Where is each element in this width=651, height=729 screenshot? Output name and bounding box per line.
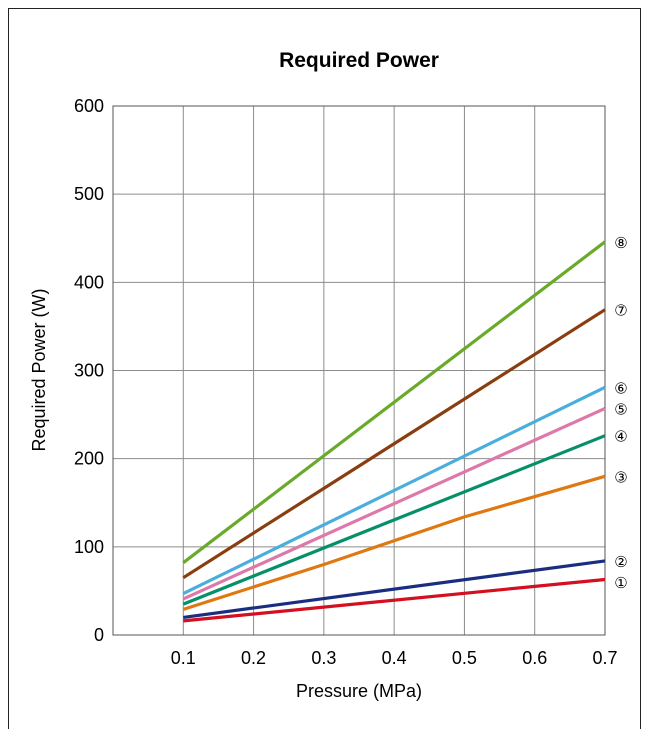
series-line	[183, 577, 606, 623]
series-label: ④	[614, 428, 627, 446]
series-line	[182, 385, 606, 596]
x-tick-label: 0.2	[241, 648, 266, 668]
y-axis-label: Required Power (W)	[29, 288, 49, 451]
series-line	[183, 559, 606, 619]
x-tick-label: 0.1	[171, 648, 196, 668]
series-line	[182, 434, 606, 606]
y-tick-labels: 0 100 200 300 400 500 600	[74, 96, 104, 645]
y-tick-label: 300	[74, 361, 104, 381]
series-line	[182, 240, 606, 564]
grid	[113, 105, 606, 636]
plot-border	[112, 105, 606, 636]
series-label: ⑤	[614, 400, 627, 418]
x-tick-label: 0.6	[522, 648, 547, 668]
y-tick-label: 500	[74, 184, 104, 204]
series-labels: ⑧ ⑦ ⑥ ⑤ ④ ③ ② ①	[614, 234, 627, 592]
plot-area	[112, 105, 606, 636]
x-tick-labels: 0.1 0.2 0.3 0.4 0.5 0.6 0.7	[171, 648, 618, 668]
series-label: ③	[614, 468, 627, 486]
y-tick-label: 400	[74, 272, 104, 292]
y-tick-label: 0	[94, 625, 104, 645]
y-tick-label: 200	[74, 449, 104, 469]
series-line	[182, 406, 606, 601]
series-label: ⑦	[614, 302, 627, 320]
series-label: ②	[614, 553, 627, 571]
x-tick-label: 0.5	[452, 648, 477, 668]
x-tick-label: 0.3	[311, 648, 336, 668]
x-tick-label: 0.7	[592, 648, 617, 668]
x-tick-label: 0.4	[382, 648, 407, 668]
series-label: ⑥	[614, 379, 627, 397]
series-label: ⑧	[614, 234, 627, 252]
y-tick-label: 100	[74, 537, 104, 557]
series-lines	[182, 240, 606, 623]
x-axis-label: Pressure (MPa)	[296, 681, 422, 701]
y-tick-label: 600	[74, 96, 104, 116]
series-line	[182, 308, 606, 580]
chart-title: Required Power	[279, 49, 439, 72]
series-label: ①	[614, 574, 627, 592]
series-line	[182, 474, 606, 611]
